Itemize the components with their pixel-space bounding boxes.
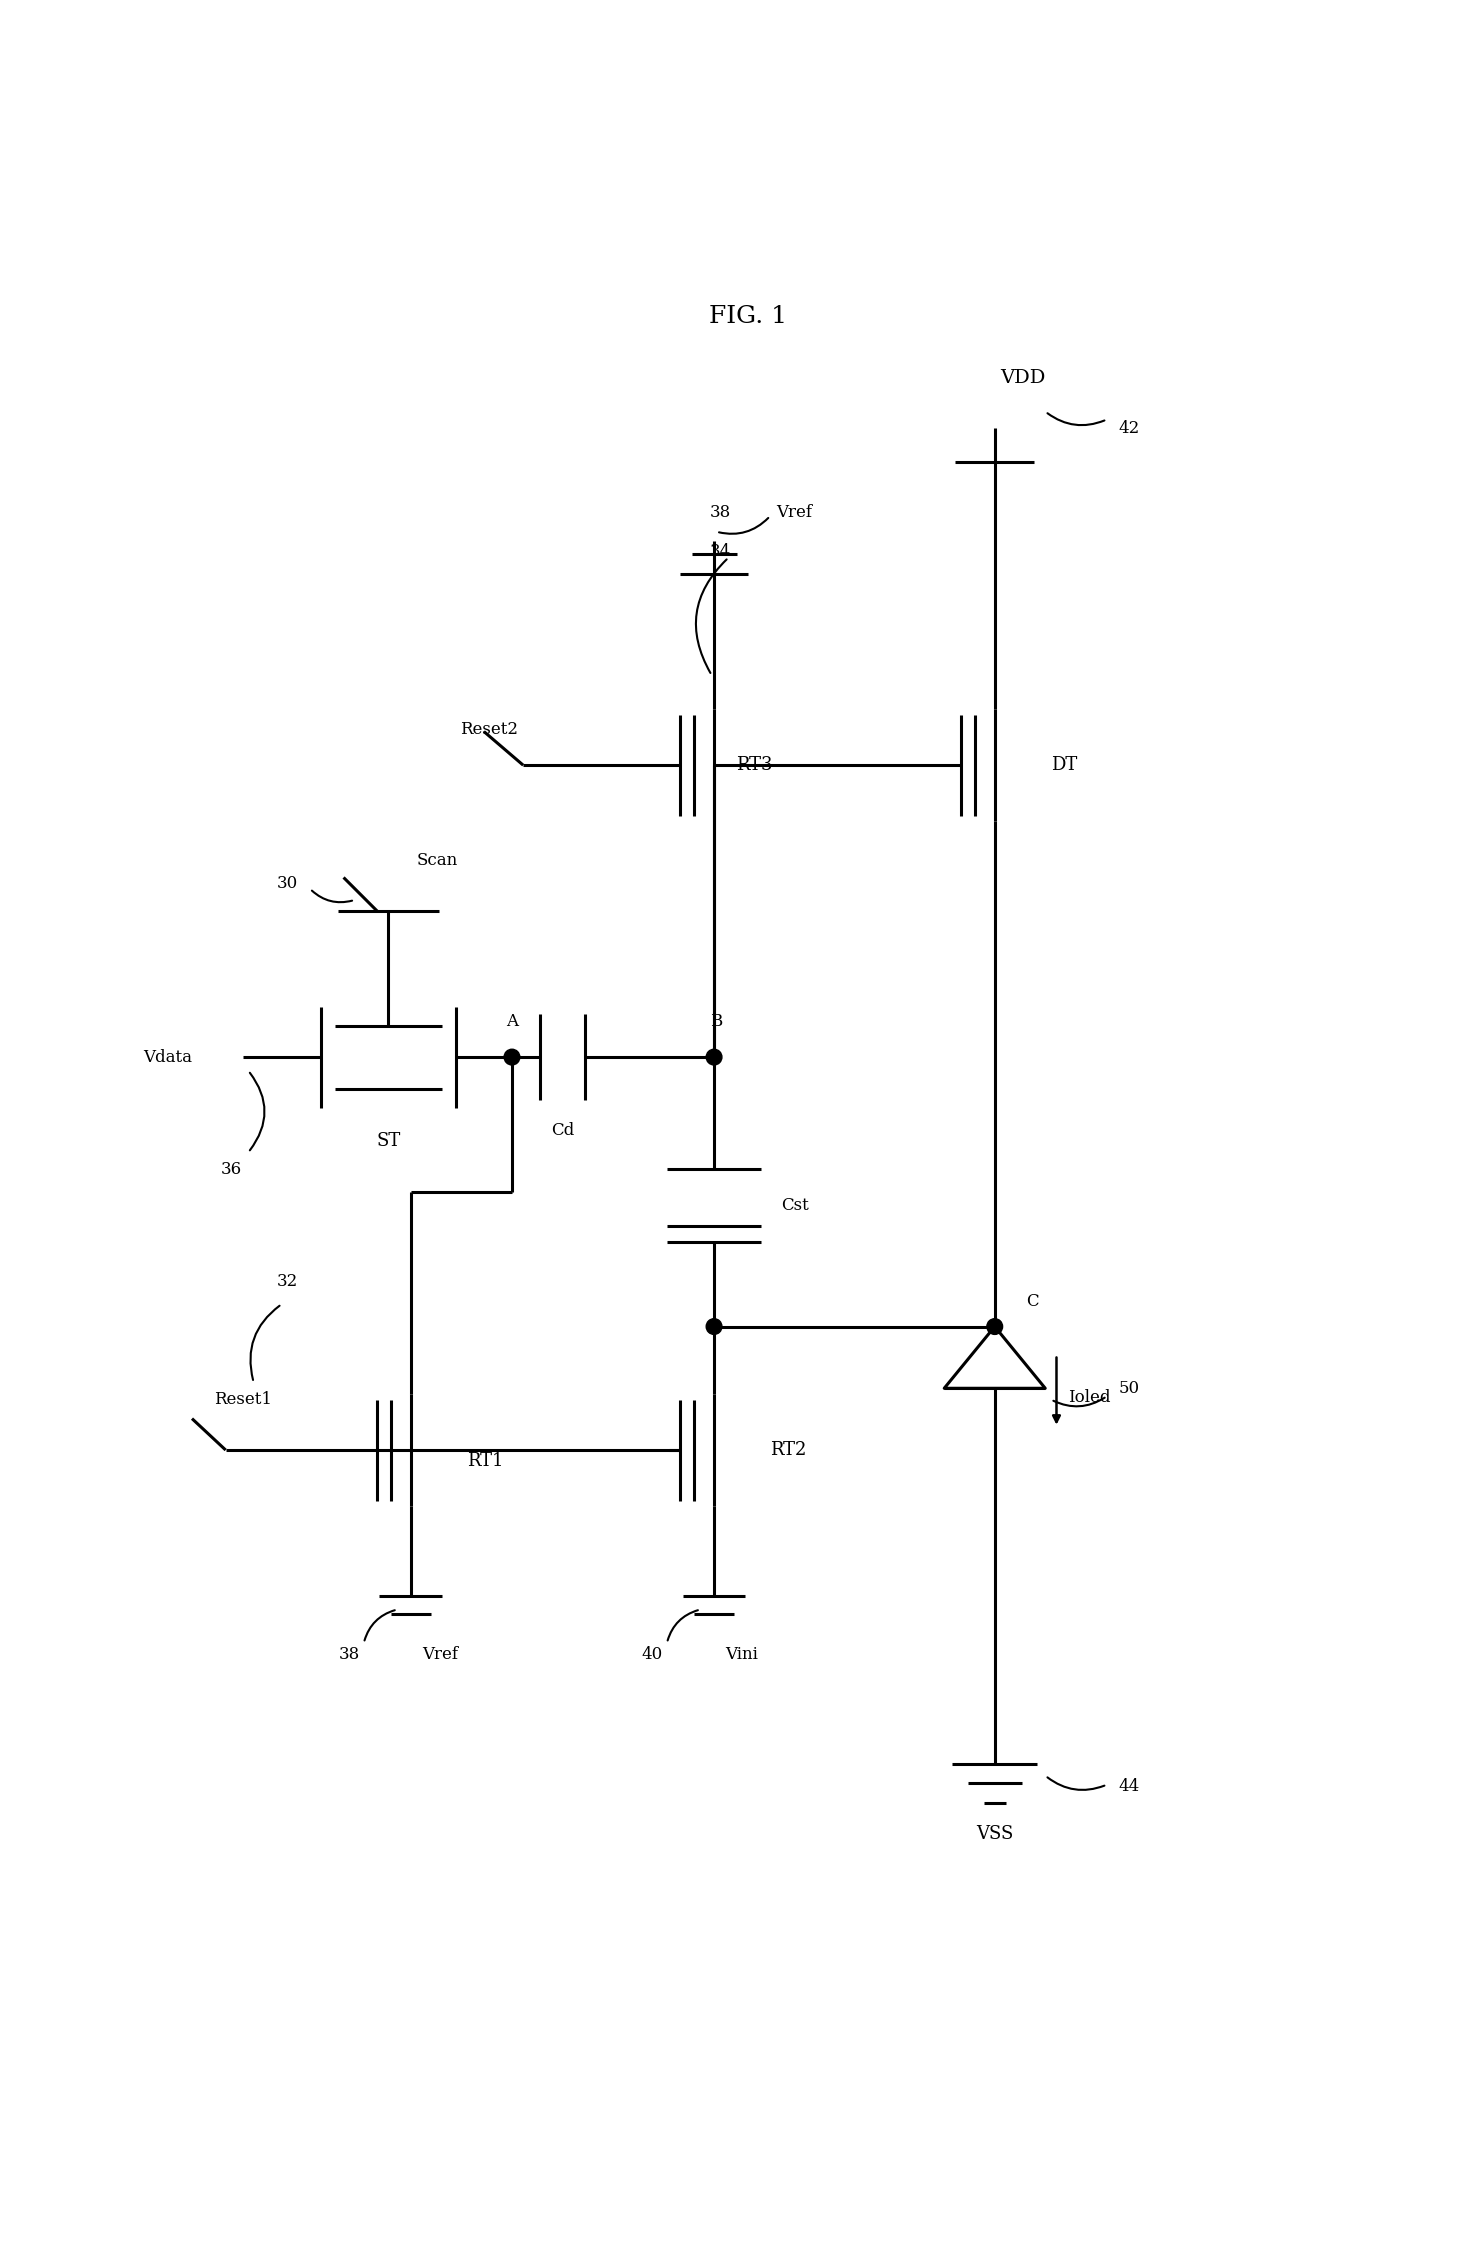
Text: 38: 38 <box>338 1645 360 1663</box>
Text: Vdata: Vdata <box>143 1049 193 1067</box>
Text: 34: 34 <box>709 542 731 560</box>
Text: RT2: RT2 <box>770 1442 807 1460</box>
Text: RT1: RT1 <box>467 1453 503 1471</box>
Text: Reset2: Reset2 <box>460 721 518 737</box>
Text: 44: 44 <box>1118 1779 1139 1794</box>
Circle shape <box>505 1049 519 1064</box>
Text: C: C <box>1026 1293 1039 1311</box>
Text: VDD: VDD <box>1001 368 1046 386</box>
Text: 40: 40 <box>642 1645 662 1663</box>
Text: VSS: VSS <box>976 1826 1014 1842</box>
Circle shape <box>986 1318 1002 1333</box>
Text: A: A <box>506 1012 518 1031</box>
Text: Vini: Vini <box>725 1645 759 1663</box>
Text: FIG. 1: FIG. 1 <box>709 305 786 328</box>
Text: 32: 32 <box>277 1272 298 1290</box>
Text: 42: 42 <box>1118 420 1139 436</box>
Text: DT: DT <box>1050 757 1077 775</box>
Text: RT3: RT3 <box>737 757 773 775</box>
Text: ST: ST <box>376 1132 401 1150</box>
Text: 36: 36 <box>220 1162 242 1177</box>
Text: Cst: Cst <box>782 1198 810 1214</box>
Text: 30: 30 <box>277 875 298 893</box>
Circle shape <box>706 1318 722 1333</box>
Text: Scan: Scan <box>416 852 458 870</box>
Text: B: B <box>711 1012 722 1031</box>
Text: 50: 50 <box>1118 1381 1139 1397</box>
Text: Vref: Vref <box>422 1645 458 1663</box>
Circle shape <box>706 1049 722 1064</box>
Text: Cd: Cd <box>552 1121 573 1139</box>
Text: Ioled: Ioled <box>1068 1390 1110 1406</box>
Text: 38: 38 <box>709 504 731 522</box>
Text: Reset1: Reset1 <box>214 1390 273 1408</box>
Text: Vref: Vref <box>776 504 811 522</box>
